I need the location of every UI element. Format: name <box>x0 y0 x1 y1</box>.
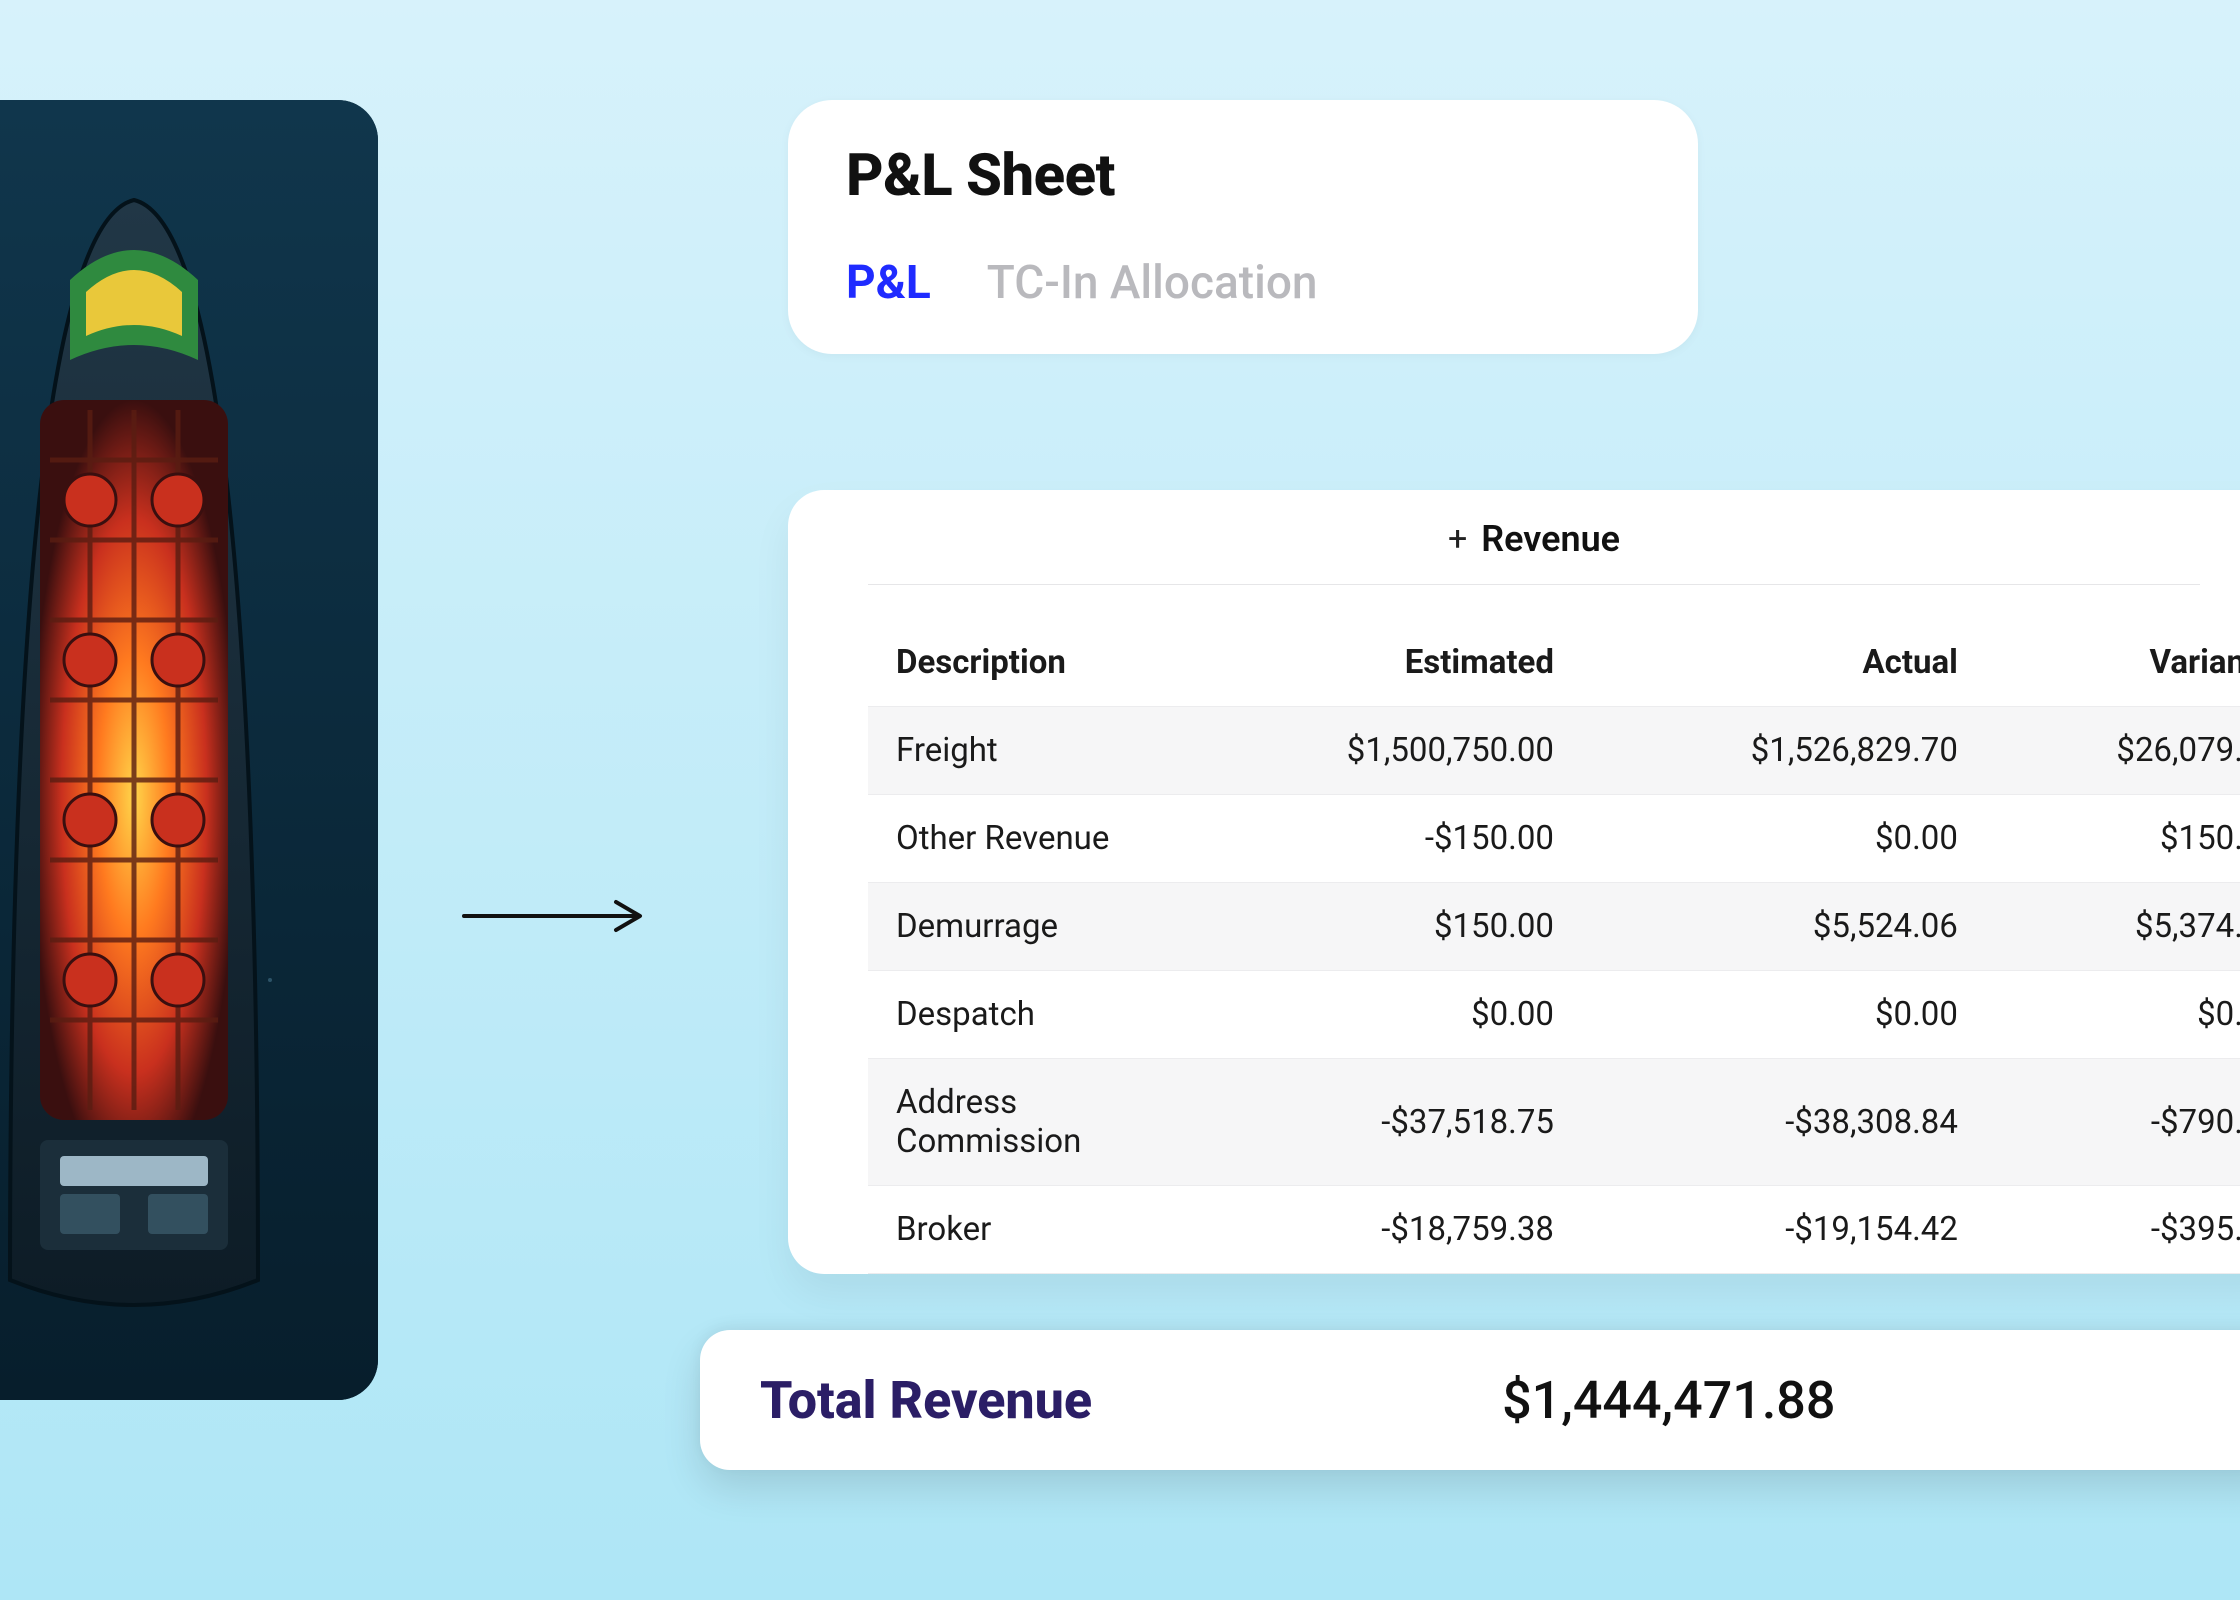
col-estimated: Estimated <box>1178 619 1582 707</box>
cell-description: Address Commission <box>868 1059 1178 1186</box>
cell-actual: -$19,154.42 <box>1582 1186 1986 1274</box>
total-revenue-value: $1,444,471.88 <box>1502 1370 1835 1431</box>
table-row: Despatch$0.00$0.00$0.00 <box>868 971 2240 1059</box>
cell-description: Other Revenue <box>868 795 1178 883</box>
page-title: P&L Sheet <box>846 142 1640 210</box>
cell-estimated: -$18,759.38 <box>1178 1186 1582 1274</box>
add-revenue-heading[interactable]: + Revenue <box>868 518 2200 585</box>
cell-actual: -$38,308.84 <box>1582 1059 1986 1186</box>
cell-variance: $0.00 <box>1986 971 2240 1059</box>
total-revenue-label: Total Revenue <box>760 1370 1092 1431</box>
table-row: Other Revenue-$150.00$0.00$150.00 <box>868 795 2240 883</box>
cell-estimated: $150.00 <box>1178 883 1582 971</box>
ship-image-card <box>0 100 378 1400</box>
cell-actual: $5,524.06 <box>1582 883 1986 971</box>
plus-icon: + <box>1448 522 1467 556</box>
cell-actual: $0.00 <box>1582 795 1986 883</box>
cell-variance: $150.00 <box>1986 795 2240 883</box>
table-row: Broker-$18,759.38-$19,154.42-$395.05 <box>868 1186 2240 1274</box>
ship-illustration <box>0 100 378 1400</box>
cell-variance: -$395.05 <box>1986 1186 2240 1274</box>
cell-description: Broker <box>868 1186 1178 1274</box>
cell-actual: $1,526,829.70 <box>1582 707 1986 795</box>
col-variance: Variance <box>1986 619 2240 707</box>
tab-bar: P&L TC-In Allocation <box>846 256 1640 310</box>
table-header-row: Description Estimated Actual Variance <box>868 619 2240 707</box>
section-label: Revenue <box>1481 518 1620 560</box>
arrow-icon <box>460 896 650 936</box>
table-row: Address Commission-$37,518.75-$38,308.84… <box>868 1059 2240 1186</box>
cell-variance: $5,374.06 <box>1986 883 2240 971</box>
cell-estimated: $0.00 <box>1178 971 1582 1059</box>
cell-description: Despatch <box>868 971 1178 1059</box>
revenue-table-card: + Revenue Description Estimated Actual V… <box>788 490 2240 1274</box>
page-canvas: P&L Sheet P&L TC-In Allocation + Revenue… <box>0 0 2240 1600</box>
cell-estimated: -$37,518.75 <box>1178 1059 1582 1186</box>
cell-description: Demurrage <box>868 883 1178 971</box>
tab-pnl[interactable]: P&L <box>846 256 931 310</box>
col-actual: Actual <box>1582 619 1986 707</box>
table-row: Demurrage$150.00$5,524.06$5,374.06 <box>868 883 2240 971</box>
tab-tc-in-allocation[interactable]: TC-In Allocation <box>987 256 1318 310</box>
cell-estimated: -$150.00 <box>1178 795 1582 883</box>
col-description: Description <box>868 619 1178 707</box>
table-row: Freight$1,500,750.00$1,526,829.70$26,079… <box>868 707 2240 795</box>
revenue-table: Description Estimated Actual Variance Fr… <box>868 619 2240 1274</box>
cell-description: Freight <box>868 707 1178 795</box>
cell-actual: $0.00 <box>1582 971 1986 1059</box>
pnl-header-card: P&L Sheet P&L TC-In Allocation <box>788 100 1698 354</box>
total-revenue-bar: Total Revenue $1,444,471.88 <box>700 1330 2240 1470</box>
cell-estimated: $1,500,750.00 <box>1178 707 1582 795</box>
cell-variance: $26,079.70 <box>1986 707 2240 795</box>
cell-variance: -$790.09 <box>1986 1059 2240 1186</box>
